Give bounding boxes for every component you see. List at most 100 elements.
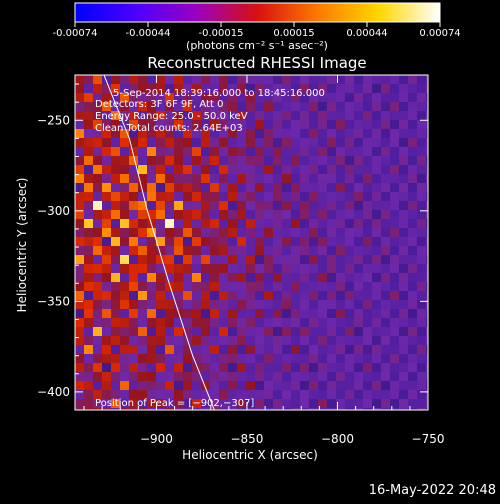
heatmap-cell [165,264,175,274]
heatmap-cell [102,399,112,409]
heatmap-cell [84,84,94,94]
heatmap-cell [381,219,391,229]
heatmap-cell [273,165,283,175]
heatmap-cell [129,282,139,292]
annotation-energy-range: Energy Range: 25.0 - 50.0 keV [95,111,248,122]
heatmap-cell [102,372,112,382]
heatmap-cell [363,372,373,382]
heatmap-cell [210,147,220,157]
heatmap-cell [237,147,247,157]
heatmap-cell [399,327,409,337]
heatmap-cell [336,291,346,301]
heatmap-cell [84,138,94,148]
heatmap-cell [399,228,409,238]
heatmap-cell [318,291,328,301]
heatmap-cell [156,273,166,283]
heatmap-cell [138,183,148,193]
heatmap-cell [75,309,85,319]
heatmap-cell [390,75,400,85]
heatmap-cell [219,75,229,85]
heatmap-cell [120,75,130,85]
heatmap-cell [165,291,175,301]
heatmap-cell [120,138,130,148]
heatmap-cell [246,93,256,103]
heatmap-cell [183,219,193,229]
heatmap-cell [201,381,211,391]
heatmap-cell [273,327,283,337]
heatmap-cell [399,75,409,85]
heatmap-cell [138,381,148,391]
heatmap-cell [327,381,337,391]
heatmap-cell [219,93,229,103]
heatmap-cell [75,408,85,410]
heatmap-cell [282,201,292,211]
heatmap-cell [390,282,400,292]
heatmap-cell [183,363,193,373]
heatmap-cell [111,147,121,157]
heatmap-cell [282,354,292,364]
heatmap-cell [426,219,428,229]
heatmap-cell [291,237,301,247]
heatmap-cell [246,156,256,166]
heatmap-cell [390,336,400,346]
heatmap-cell [246,192,256,202]
heatmap-cell [192,129,202,139]
heatmap-cell [192,318,202,328]
heatmap-cell [327,84,337,94]
heatmap-cell [228,210,238,220]
heatmap-cell [111,228,121,238]
heatmap-cell [156,183,166,193]
heatmap-cell [426,300,428,310]
heatmap-cell [408,129,418,139]
heatmap-cell [426,291,428,301]
heatmap-cell [192,174,202,184]
heatmap-cell [264,120,274,130]
heatmap-cell [228,336,238,346]
heatmap-cell [327,336,337,346]
heatmap-cell [372,309,382,319]
heatmap-cell [363,264,373,274]
heatmap-cell [120,399,130,409]
heatmap-cell [300,237,310,247]
heatmap-cell [156,318,166,328]
heatmap-cell [336,408,346,410]
heatmap-cell [264,156,274,166]
heatmap-cell [75,237,85,247]
heatmap-cell [282,174,292,184]
heatmap-cell [273,255,283,265]
heatmap-cell [183,183,193,193]
heatmap-cell [219,174,229,184]
heatmap-cell [228,219,238,229]
heatmap-cell [147,237,157,247]
heatmap-cell [300,318,310,328]
heatmap-cell [84,381,94,391]
heatmap-cell [255,246,265,256]
heatmap-cell [129,192,139,202]
heatmap-cell [192,219,202,229]
heatmap-cell [336,183,346,193]
heatmap-cell [273,291,283,301]
heatmap-cell [219,156,229,166]
heatmap-cell [291,111,301,121]
heatmap-cell [399,165,409,175]
heatmap-cell [336,318,346,328]
heatmap-cell [354,174,364,184]
heatmap-cell [219,318,229,328]
heatmap-cell [237,273,247,283]
heatmap-cell [246,381,256,391]
heatmap-cell [174,291,184,301]
heatmap-cell [300,309,310,319]
heatmap-cell [273,102,283,112]
heatmap-cell [336,300,346,310]
heatmap-cell [129,228,139,238]
heatmap-cell [156,246,166,256]
heatmap-cell [264,399,274,409]
heatmap-cell [192,156,202,166]
heatmap-cell [336,309,346,319]
heatmap-cell [84,399,94,409]
heatmap-cell [201,300,211,310]
heatmap-cell [273,219,283,229]
heatmap-cell [228,345,238,355]
heatmap-cell [147,93,157,103]
heatmap-cell [165,327,175,337]
